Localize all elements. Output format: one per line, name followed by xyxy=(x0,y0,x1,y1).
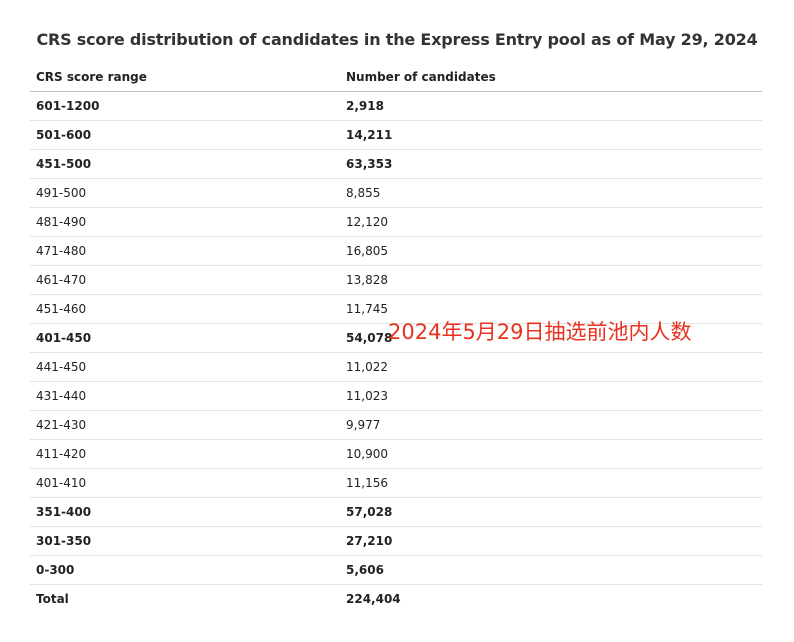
table-row: 301-350 27,210 xyxy=(30,527,762,556)
cell-score-range: 471-480 xyxy=(36,244,87,258)
cell-candidate-count: 10,900 xyxy=(346,447,388,461)
cell-score-range: 601-1200 xyxy=(36,99,100,113)
cell-score-range: 481-490 xyxy=(36,215,87,229)
column-header-count: Number of candidates xyxy=(346,70,496,84)
cell-score-range: 451-500 xyxy=(36,157,92,171)
table-row: 411-420 10,900 xyxy=(30,440,762,469)
cell-score-range: 451-460 xyxy=(36,302,87,316)
cell-candidate-count: 14,211 xyxy=(346,128,393,142)
cell-candidate-count: 13,828 xyxy=(346,273,388,287)
table-row: 451-460 11,745 xyxy=(30,295,762,324)
cell-score-range: 491-500 xyxy=(36,186,87,200)
table-body: 601-1200 2,918 501-600 14,211 451-500 63,353 4… xyxy=(30,92,762,585)
table-row: 461-470 13,828 xyxy=(30,266,762,295)
cell-candidate-count: 57,028 xyxy=(346,505,393,519)
table-row: 0-300 5,606 xyxy=(30,556,762,585)
overlay-annotation: 2024年5月29日抽选前池内人数 xyxy=(388,320,692,344)
table-row: 431-440 11,023 xyxy=(30,382,762,411)
cell-score-range: 441-450 xyxy=(36,360,87,374)
cell-candidate-count: 5,606 xyxy=(346,563,384,577)
table-row: 401-410 11,156 xyxy=(30,469,762,498)
cell-candidate-count: 27,210 xyxy=(346,534,393,548)
table-row: 441-450 11,022 xyxy=(30,353,762,382)
cell-score-range: 401-450 xyxy=(36,331,92,345)
cell-score-range: 0-300 xyxy=(36,563,75,577)
cell-score-range: 401-410 xyxy=(36,476,87,490)
cell-candidate-count: 9,977 xyxy=(346,418,381,432)
column-header-range: CRS score range xyxy=(36,70,147,84)
cell-score-range: 351-400 xyxy=(36,505,92,519)
cell-score-range: 301-350 xyxy=(36,534,92,548)
cell-candidate-count: 2,918 xyxy=(346,99,384,113)
total-value: 224,404 xyxy=(346,592,401,606)
cell-score-range: 421-430 xyxy=(36,418,87,432)
cell-score-range: 431-440 xyxy=(36,389,87,403)
cell-score-range: 501-600 xyxy=(36,128,92,142)
table-row: 481-490 12,120 xyxy=(30,208,762,237)
table-row: 421-430 9,977 xyxy=(30,411,762,440)
cell-candidate-count: 16,805 xyxy=(346,244,388,258)
table-row: 451-500 63,353 xyxy=(30,150,762,179)
table-row: 351-400 57,028 xyxy=(30,498,762,527)
table-total-row: Total 224,404 xyxy=(30,585,762,614)
cell-candidate-count: 54,078 xyxy=(346,331,393,345)
cell-score-range: 461-470 xyxy=(36,273,87,287)
cell-candidate-count: 63,353 xyxy=(346,157,393,171)
table-row: 501-600 14,211 xyxy=(30,121,762,150)
table-title: CRS score distribution of candidates in … xyxy=(36,30,758,49)
table-row: 401-450 54,078 xyxy=(30,324,762,353)
cell-candidate-count: 11,745 xyxy=(346,302,388,316)
cell-score-range: 411-420 xyxy=(36,447,87,461)
cell-candidate-count: 11,023 xyxy=(346,389,388,403)
cell-candidate-count: 8,855 xyxy=(346,186,381,200)
cell-candidate-count: 12,120 xyxy=(346,215,388,229)
cell-candidate-count: 11,022 xyxy=(346,360,388,374)
table-row: 491-500 8,855 xyxy=(30,179,762,208)
total-label: Total xyxy=(36,592,69,606)
crs-distribution-table: CRS score range Number of candidates 601… xyxy=(30,62,762,614)
cell-candidate-count: 11,156 xyxy=(346,476,388,490)
table-row: 601-1200 2,918 xyxy=(30,92,762,121)
table-header-row: CRS score range Number of candidates xyxy=(30,62,762,92)
table-row: 471-480 16,805 xyxy=(30,237,762,266)
